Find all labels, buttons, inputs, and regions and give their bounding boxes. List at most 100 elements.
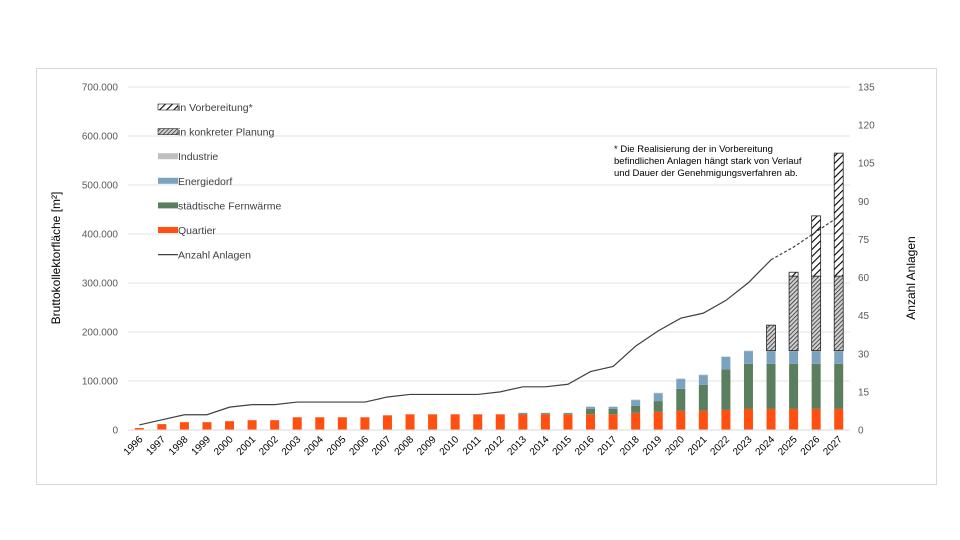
y-tick-label: 700.000: [82, 83, 119, 94]
bar-segment: [292, 417, 302, 430]
bar-segment: [721, 356, 731, 370]
x-tick-label: 2007: [370, 434, 394, 458]
x-tick-label: 2009: [415, 434, 439, 458]
bar-segment: [315, 417, 325, 430]
x-tick-label: 2022: [709, 434, 733, 458]
y2-axis-title: Anzahl Anlagen: [904, 236, 918, 319]
bar-segment: [833, 275, 844, 352]
bar-segment: [405, 414, 415, 430]
bar-segment: [540, 414, 550, 430]
bar-segment: [788, 271, 799, 277]
bar-segment: [834, 408, 844, 430]
bar-segment: [134, 428, 144, 430]
bar-segment: [631, 400, 641, 406]
y2-tick-label: 120: [858, 121, 875, 132]
bar-segment: [495, 414, 505, 430]
annotation-line: * Die Realisierung der in Vorbereitung: [614, 144, 773, 155]
x-tick-label: 2027: [821, 434, 845, 458]
legend-label: Quartier: [178, 225, 216, 237]
bar-segment: [270, 420, 280, 430]
bar-segment: [428, 414, 438, 430]
y-axis-ticks: 0 100.000 200.000 300.000 400.000 500.000 600.…: [82, 83, 119, 437]
legend-label: Energiedorf: [178, 176, 232, 188]
bar-segment: [631, 412, 641, 430]
bar-segment: [811, 351, 821, 364]
y-tick-label: 400.000: [82, 230, 119, 241]
bar-segment: [653, 392, 663, 394]
bar-segment: [721, 409, 731, 430]
x-tick-label: 2006: [348, 434, 372, 458]
bar-segment: [179, 422, 189, 430]
x-tick-label: 2008: [393, 434, 417, 458]
bar-segment: [698, 374, 708, 376]
bar-segment: [202, 422, 212, 430]
legend-swatch: [158, 202, 178, 209]
x-tick-label: 2013: [505, 434, 529, 458]
bar-segment: [811, 363, 821, 409]
bar-segment: [788, 275, 799, 352]
bar-segment: [586, 406, 596, 407]
bar-segment: [676, 388, 686, 411]
bar-segment: [721, 369, 731, 410]
x-tick-label: 2004: [302, 434, 326, 458]
legend-swatch: [158, 153, 178, 160]
y-tick-label: 500.000: [82, 181, 119, 192]
x-tick-label: 1997: [144, 434, 168, 458]
bar-segment: [789, 351, 799, 364]
bar-segment: [608, 406, 618, 407]
bar-segment: [563, 412, 573, 414]
bar-segment: [834, 351, 844, 364]
y2-tick-label: 15: [858, 387, 870, 398]
x-tick-label: 2021: [686, 434, 710, 458]
x-tick-label: 1996: [122, 434, 146, 458]
bar-segment: [518, 414, 528, 430]
bar-segment: [766, 351, 776, 364]
annotation-note: * Die Realisierung der in Vorbereitung b…: [614, 144, 802, 179]
legend-label: in konkreter Planung: [178, 127, 274, 139]
line-anzahl-anlagen-forecast: [770, 216, 840, 261]
bar-segment: [247, 420, 257, 430]
chart-frame: [36, 68, 937, 485]
x-axis: 1996 1997 1998 1999 2000 2001 2002 2003 2004 2005…: [122, 429, 850, 458]
bar-segment: [743, 351, 753, 364]
x-tick-label: 2010: [438, 434, 462, 458]
annotation-line: und Dauer der Genehmigungsverfahren ab.: [614, 168, 798, 179]
bar-segment: [360, 417, 370, 430]
bar-segment: [563, 413, 573, 415]
bar-segment: [586, 406, 596, 409]
y-tick-label: 0: [112, 426, 118, 437]
y-axis-title: Bruttokollektorfläche [m²]: [49, 192, 63, 325]
x-tick-label: 2025: [776, 434, 800, 458]
bar-segment: [766, 324, 776, 352]
bar-segment: [789, 363, 799, 409]
bar-segment: [676, 410, 686, 430]
bar-segment: [382, 415, 392, 430]
bar-segment: [698, 410, 708, 430]
x-tick-label: 2024: [754, 434, 778, 458]
bar-segment: [450, 414, 460, 430]
bar-segment: [811, 408, 821, 430]
bars: [134, 152, 844, 430]
x-tick-label: 2015: [551, 434, 575, 458]
y2-tick-label: 45: [858, 311, 870, 322]
legend-swatch: [158, 227, 178, 233]
x-tick-label: 2011: [461, 434, 484, 457]
y2-tick-label: 75: [858, 235, 870, 246]
bar-segment: [653, 393, 663, 402]
x-tick-label: 2023: [731, 434, 755, 458]
line-series: [139, 216, 840, 426]
x-tick-label: 2016: [573, 434, 597, 458]
bar-segment: [834, 363, 844, 409]
bar-segment: [811, 275, 822, 352]
legend-item: Quartier: [158, 225, 216, 237]
bar-segment: [608, 408, 618, 415]
bar-segment: [586, 414, 596, 430]
x-tick-label: 1999: [190, 434, 214, 458]
x-tick-label: 2014: [528, 434, 552, 458]
y2-tick-label: 105: [858, 159, 875, 170]
legend-item: städtische Fernwärme: [158, 200, 281, 212]
legend-item: Energiedorf: [158, 176, 232, 188]
annotation-line: befindlichen Anlagen hängt stark von Ver…: [614, 156, 802, 167]
x-tick-label: 2005: [325, 434, 349, 458]
